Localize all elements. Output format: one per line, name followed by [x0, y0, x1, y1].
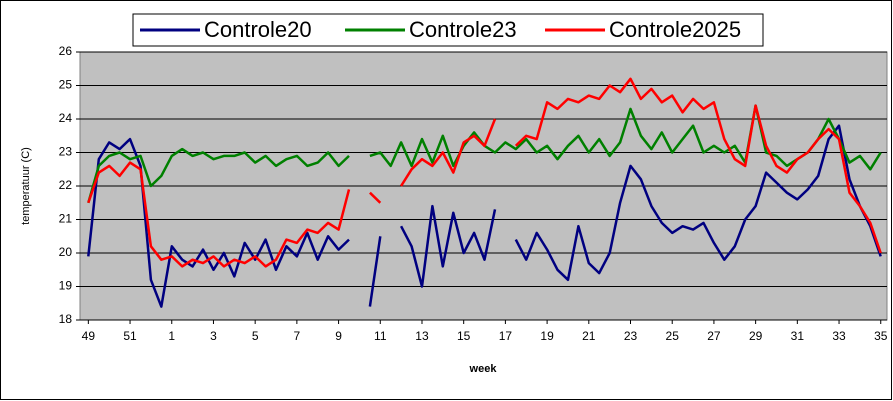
- legend-label: Controle23: [409, 17, 517, 42]
- legend: Controle20 Controle23 Controle2025: [132, 13, 764, 47]
- x-tick-label: 29: [749, 329, 763, 343]
- x-tick-label: 25: [666, 329, 680, 343]
- x-tick-label: 15: [457, 329, 471, 343]
- y-tick-label: 18: [59, 312, 73, 326]
- x-tick-label: 13: [415, 329, 429, 343]
- x-tick-label: 9: [335, 329, 342, 343]
- y-tick-label: 23: [59, 145, 73, 159]
- x-tick-label: 31: [791, 329, 805, 343]
- x-tick-label: 5: [252, 329, 259, 343]
- x-tick-label: 19: [540, 329, 554, 343]
- series-line: [87, 77, 882, 268]
- y-tick-label: 20: [59, 245, 73, 259]
- x-tick-label: 21: [582, 329, 596, 343]
- x-tick-label: 3: [210, 329, 217, 343]
- lines: [87, 77, 882, 308]
- legend-label: Controle20: [204, 17, 312, 42]
- legend-label: Controle2025: [609, 17, 741, 42]
- x-tick-label: 33: [832, 329, 846, 343]
- x-tick-label: 51: [123, 329, 137, 343]
- y-tick-label: 26: [59, 44, 73, 58]
- y-tick-label: 19: [59, 279, 73, 293]
- y-tick-label: 21: [59, 212, 73, 226]
- x-tick-label: 1: [168, 329, 175, 343]
- x-axis-label: week: [469, 363, 498, 375]
- x-tick-label: 11: [374, 329, 387, 343]
- y-tick-label: 24: [59, 111, 73, 125]
- x-tick-label: 35: [874, 329, 888, 343]
- x-tick-label: 27: [707, 329, 721, 343]
- x-tick-label: 23: [624, 329, 638, 343]
- y-axis-label: temperatuur (C): [20, 147, 32, 225]
- x-tick-label: 7: [294, 329, 301, 343]
- legend-box: [132, 13, 764, 47]
- y-tick-label: 25: [59, 78, 73, 92]
- y-tick-label: 22: [59, 178, 73, 192]
- x-tick-label: 49: [82, 329, 96, 343]
- x-tick-label: 17: [499, 329, 513, 343]
